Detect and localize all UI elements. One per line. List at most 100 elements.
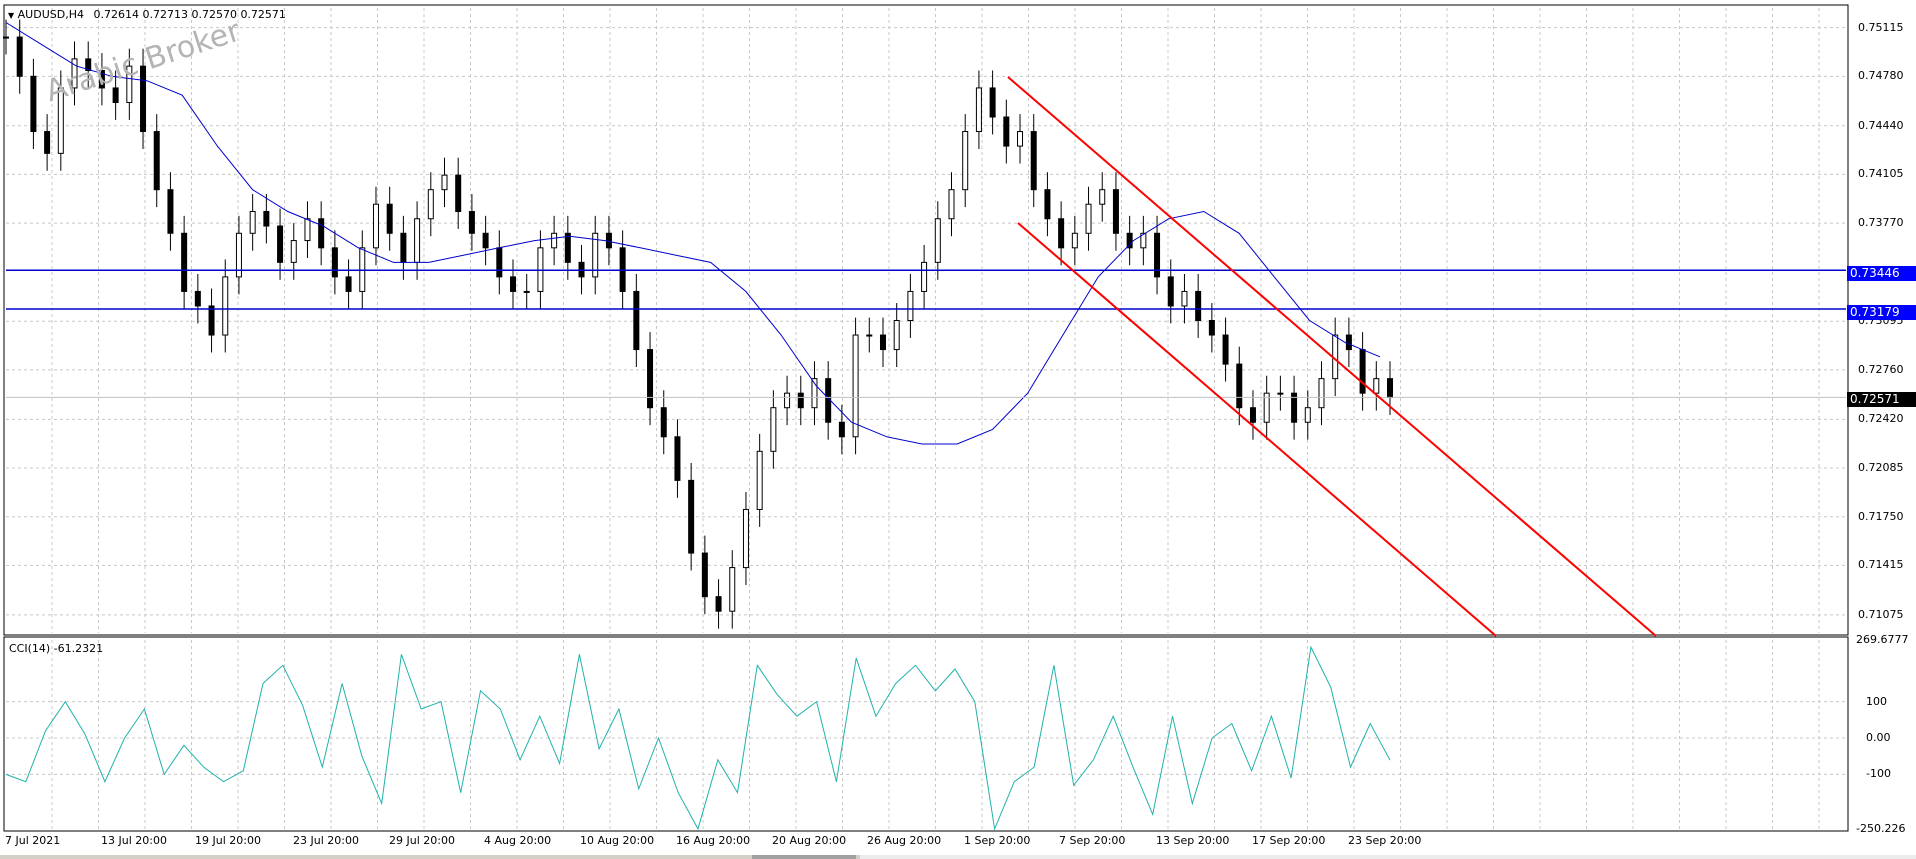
time-tick-label: 19 Jul 20:00 — [195, 834, 261, 847]
price-tick-label: 0.71415 — [1858, 558, 1904, 572]
candle-body — [523, 290, 530, 293]
candle-body — [564, 232, 571, 263]
candle-body — [742, 508, 749, 569]
moving-average-path — [5, 22, 1381, 445]
price-tick-label: 0.71750 — [1858, 509, 1904, 523]
candle-body — [208, 305, 215, 336]
scroll-track-right[interactable] — [860, 855, 1916, 859]
time-tick-label: 13 Jul 20:00 — [101, 834, 167, 847]
symbol-label: AUDUSD,H4 — [17, 8, 84, 21]
candle-body — [235, 232, 242, 278]
candle-body — [1154, 232, 1161, 278]
cci-tick-label: -100 — [1866, 767, 1891, 781]
candle-body — [1071, 232, 1078, 249]
candle-body — [701, 552, 708, 598]
candle-body — [1277, 392, 1284, 395]
candle-body — [345, 276, 352, 292]
candle-body — [1387, 378, 1393, 399]
candle-body — [1030, 131, 1037, 191]
trend-channel[interactable] — [1007, 76, 1657, 637]
candle-body — [1167, 276, 1174, 307]
candle-body — [126, 65, 133, 103]
candle-body — [414, 218, 421, 263]
candle-body — [962, 131, 969, 191]
time-tick-label: 10 Aug 20:00 — [580, 834, 655, 847]
time-tick-label: 7 Jul 2021 — [5, 834, 61, 847]
time-tick-label: 13 Sep 20:00 — [1156, 834, 1230, 847]
candle-body — [455, 174, 462, 212]
time-tick-label: 29 Jul 20:00 — [389, 834, 455, 847]
candle-body — [277, 225, 284, 263]
time-tick-label: 26 Aug 20:00 — [867, 834, 942, 847]
candle-body — [647, 349, 654, 409]
candle-body — [1112, 189, 1119, 234]
candle-body — [1373, 378, 1380, 394]
candle-body — [1044, 189, 1051, 220]
candle-body — [770, 407, 777, 452]
candle-body — [729, 567, 736, 612]
candle-body — [852, 334, 859, 438]
time-tick-label: 23 Sep 20:00 — [1348, 834, 1422, 847]
candle-body — [879, 334, 886, 351]
candle-body — [1126, 232, 1133, 249]
candle-body — [1099, 189, 1106, 205]
candle-body — [167, 189, 174, 234]
price-panel-frame — [3, 4, 1849, 636]
candle-body — [44, 131, 51, 154]
candle-body — [989, 87, 996, 118]
candle-body — [921, 261, 928, 292]
candle-body — [1181, 290, 1188, 307]
candle-body — [674, 436, 681, 481]
cci-tick-label: -250.226 — [1856, 822, 1906, 835]
candle-body — [1318, 378, 1325, 409]
candle-body — [592, 232, 599, 278]
time-tick-label: 17 Sep 20:00 — [1252, 834, 1326, 847]
scroll-thumb[interactable] — [752, 855, 856, 859]
candle-body — [194, 290, 201, 307]
price-tick-label: 0.74105 — [1858, 167, 1904, 181]
candle-body — [263, 210, 270, 227]
time-tick-label: 16 Aug 20:00 — [676, 834, 751, 847]
candle-body — [1003, 116, 1010, 147]
candle-body — [934, 218, 941, 263]
candle-body — [30, 75, 37, 133]
cci-tick-label: 269.6777 — [1856, 633, 1909, 646]
grid-lines — [6, 8, 1846, 829]
candle-body — [784, 392, 791, 409]
price-tick-label: 0.73770 — [1858, 216, 1904, 230]
candle-body — [1140, 232, 1147, 249]
candle-body — [1085, 203, 1092, 234]
candle-body — [153, 131, 160, 191]
candle-body — [372, 203, 379, 249]
candle-body — [85, 58, 92, 71]
cci-panel-frame — [3, 636, 1849, 832]
level-tag-high: 0.73446 — [1847, 266, 1916, 281]
candle-body — [975, 87, 982, 133]
candle-body — [797, 392, 804, 409]
candle-body — [441, 174, 448, 191]
price-tick-label: 0.75115 — [1858, 20, 1904, 34]
candle-body — [1195, 290, 1202, 322]
candle-body — [1345, 334, 1352, 351]
horizontal-levels[interactable] — [6, 269, 1846, 398]
chart-header: ▼ AUDUSD,H4 0.72614 0.72713 0.72570 0.72… — [8, 8, 286, 23]
candle-body — [112, 87, 119, 103]
candle-body — [290, 240, 297, 263]
price-tick-label: 0.74780 — [1858, 69, 1904, 83]
candle-body — [866, 334, 873, 337]
time-tick-label: 4 Aug 20:00 — [484, 834, 552, 847]
candle-body — [1017, 131, 1024, 147]
bottom-scrollbar[interactable] — [0, 855, 1916, 859]
candle-body — [1304, 407, 1311, 423]
time-tick-label: 1 Sep 20:00 — [964, 834, 1031, 847]
candle-body — [181, 232, 188, 292]
candle-body — [468, 210, 475, 234]
dropdown-triangle-icon[interactable]: ▼ — [8, 11, 15, 20]
candle-body — [71, 58, 78, 89]
cci-tick-label: 100 — [1866, 694, 1887, 708]
cci-line — [5, 645, 1391, 831]
candle-body — [98, 70, 105, 89]
cci-tick-label: 0.00 — [1866, 731, 1891, 745]
